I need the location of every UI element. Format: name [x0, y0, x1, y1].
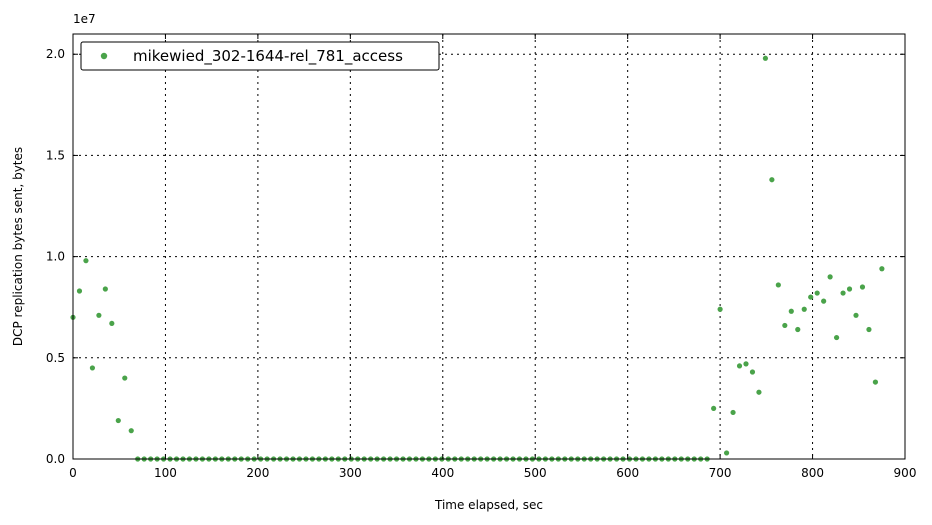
- data-point: [717, 306, 723, 312]
- data-point: [128, 428, 134, 434]
- x-axis-label: Time elapsed, sec: [434, 498, 543, 512]
- x-tick-labels: 0 100 200 300 400 500 600 700 800 900: [69, 466, 916, 480]
- x-tick-label: 300: [339, 466, 362, 480]
- data-point: [122, 375, 128, 381]
- plot-frame: [72, 33, 906, 460]
- x-tick-label: 200: [246, 466, 269, 480]
- data-point: [743, 361, 749, 367]
- data-point: [788, 308, 794, 314]
- x-tick-label: 900: [894, 466, 917, 480]
- legend: mikewied_302-1644-rel_781_access: [80, 41, 440, 71]
- x-tick-label: 0: [69, 466, 77, 480]
- data-point: [769, 177, 775, 183]
- data-point: [711, 405, 717, 412]
- y-tick-labels: 0.0 0.5 1.0 1.5 2.0: [46, 47, 65, 466]
- x-tick-label: 100: [154, 466, 177, 480]
- grid-lines: [73, 34, 905, 459]
- data-point: [827, 274, 833, 280]
- data-point: [846, 286, 853, 292]
- data-point: [840, 290, 846, 296]
- data-point: [756, 389, 762, 395]
- data-point: [102, 286, 108, 292]
- axis-ticks: [72, 34, 906, 460]
- data-point: [782, 322, 788, 329]
- data-point: [795, 326, 801, 333]
- x-tick-label: 400: [431, 466, 454, 480]
- data-point: [859, 284, 866, 290]
- legend-marker: [100, 52, 108, 60]
- data-point: [775, 282, 781, 288]
- data-point: [872, 379, 879, 385]
- data-point: [821, 298, 827, 304]
- data-point: [723, 450, 730, 456]
- data-point: [833, 334, 840, 341]
- data-point: [96, 312, 102, 318]
- data-point: [853, 312, 859, 318]
- y-tick-label: 1.5: [46, 148, 65, 162]
- data-point: [749, 369, 756, 375]
- data-points: [70, 55, 885, 462]
- data-point: [89, 365, 96, 371]
- data-point: [801, 306, 807, 312]
- data-point: [76, 288, 83, 294]
- y-tick-label: 0.5: [46, 351, 65, 365]
- data-point: [866, 326, 872, 333]
- data-point: [83, 258, 89, 264]
- data-point: [730, 409, 736, 416]
- data-point: [808, 294, 814, 300]
- legend-box: [80, 41, 440, 71]
- data-point: [736, 363, 743, 369]
- data-point: [762, 55, 769, 61]
- y-axis-label: DCP replication bytes sent, bytes: [11, 147, 25, 346]
- legend-series-label: mikewied_302-1644-rel_781_access: [133, 47, 403, 66]
- x-tick-label: 700: [709, 466, 732, 480]
- x-tick-label: 800: [801, 466, 824, 480]
- data-point: [115, 417, 121, 424]
- data-point: [109, 320, 115, 327]
- y-tick-label: 1.0: [46, 250, 65, 264]
- y-tick-label: 2.0: [46, 47, 65, 61]
- x-tick-label: 600: [616, 466, 639, 480]
- x-tick-label: 500: [524, 466, 547, 480]
- y-offset-label: 1e7: [73, 12, 96, 26]
- y-tick-label: 0.0: [46, 452, 65, 466]
- data-point: [879, 266, 885, 272]
- data-point: [814, 290, 820, 296]
